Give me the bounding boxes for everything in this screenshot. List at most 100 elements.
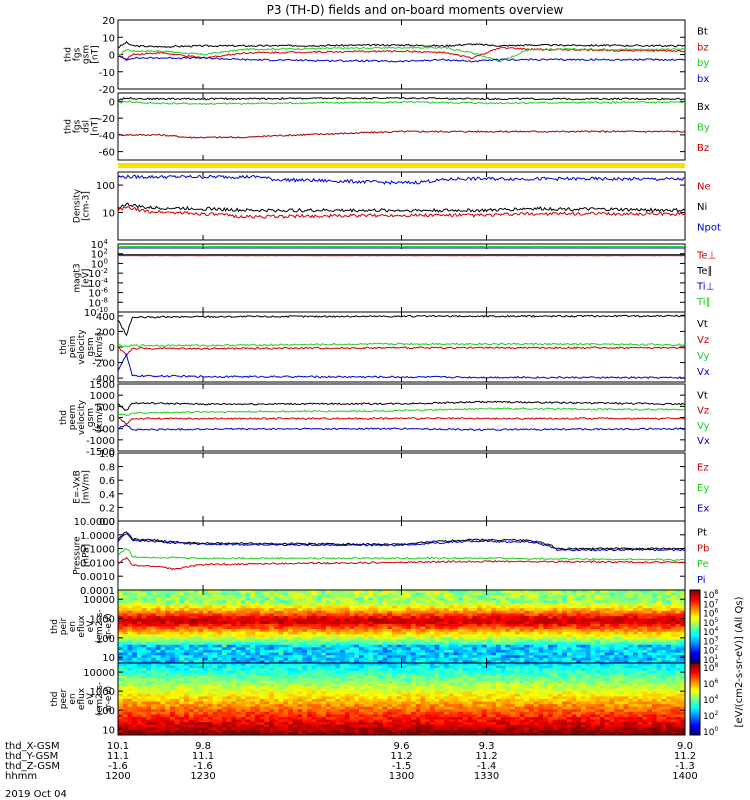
colorbar-segment [690,641,700,644]
spectrogram-cell [410,639,417,643]
spectrogram-cell [155,706,161,710]
spectrogram-cell [255,623,261,627]
spectrogram-cell [651,597,658,601]
spectrogram-cell [302,673,308,677]
spectrogram-cell [514,652,521,656]
spectrogram-cell [160,647,166,651]
spectrogram-cell [155,623,161,627]
spectrogram-cell [245,681,251,684]
spectrogram-cell [311,597,317,601]
spectrogram-cell [297,724,303,728]
spectrogram-cell [297,729,303,733]
spectrogram-cell [165,626,171,630]
spectrogram-cell [136,686,143,690]
spectrogram-cell [533,605,539,609]
spectrogram-cell [392,626,398,630]
spectrogram-cell [302,597,308,601]
spectrogram-cell [529,634,535,638]
spectrogram-cell [292,600,298,604]
spectrogram-cell [552,639,558,643]
spectrogram-cell [571,590,577,594]
spectrogram-cell [188,686,195,690]
spectrogram-cell [141,688,147,692]
spectrogram-cell [212,618,218,622]
spectrogram-cell [184,631,190,635]
spectrogram-cell [169,636,176,640]
spectrogram-cell [146,719,152,723]
spectrogram-cell [552,631,558,635]
y-axis-label: thdpeimvelocitygsm[km/s] [59,329,105,365]
spectrogram-cell [292,709,298,713]
spectrogram-cell [368,642,374,646]
spectrogram-cell [302,600,308,604]
spectrogram-cell [169,724,176,728]
spectrogram-cell [425,649,431,653]
spectrogram-cell [500,621,506,625]
spectrogram-cell [165,683,171,687]
spectrogram-cell [462,618,469,622]
spectrogram-cell [680,626,686,630]
spectrogram-cell [467,639,473,643]
spectrogram-cell [118,631,124,635]
spectrogram-cell [519,642,525,646]
spectrogram-cell [174,636,180,640]
spectrogram-cell [680,610,686,614]
spectrogram-cell [670,626,676,630]
spectrogram-cell [136,668,143,672]
spectrogram-cell [141,613,147,617]
spectrogram-cell [670,608,676,612]
spectrogram-cell [236,681,242,684]
spectrogram-cell [292,724,298,728]
spectrogram-cell [146,691,152,695]
spectrogram-cell [670,592,676,596]
spectrogram-cell [184,701,190,705]
spectrogram-cell [637,636,643,640]
spectrogram-cell [297,693,303,697]
spectrogram-cell [179,706,185,710]
spectrogram-cell [377,639,384,643]
spectrogram-cell [401,610,407,614]
spectrogram-cell [538,621,544,625]
spectrogram-cell [510,626,516,630]
spectrogram-cell [207,600,213,604]
spectrogram-cell [368,595,374,599]
spectrogram-cell [557,616,563,620]
spectrogram-cell [637,603,643,607]
spectrogram-cell [618,626,624,630]
spectrogram-cell [609,655,615,659]
spectrogram-cell [496,613,502,617]
spectrogram-cell [514,608,521,612]
spectrogram-cell [623,631,629,635]
spectrogram-cell [439,618,445,622]
spectrogram-cell [203,595,209,599]
spectrogram-cell [340,626,346,630]
spectrogram-cell [283,610,289,614]
spectrogram-cell [354,590,360,594]
spectrogram-cell [264,675,270,679]
spectrogram-cell [212,673,218,677]
spectrogram-cell [221,616,228,620]
spectrogram-cell [278,688,284,692]
spectrogram-cell [288,704,294,708]
spectrogram-cell [122,597,128,601]
spectrogram-cell [609,649,615,653]
spectrogram-cell [590,660,596,664]
spectrogram-cell [307,626,313,630]
spectrogram-cell [675,590,681,594]
spectrogram-cell [448,595,454,599]
spectrogram-cell [557,652,563,656]
series-line-Ne [117,206,686,219]
spectrogram-cell [188,724,195,728]
series-line-Vy [117,342,686,348]
spectrogram-cell [198,673,204,677]
spectrogram-cell [188,717,195,720]
spectrogram-cell [245,729,251,733]
spectrogram-cell [236,592,242,596]
spectrogram-cell [179,660,185,664]
spectrogram-cell [496,618,502,622]
spectrogram-cell [547,639,554,643]
spectrogram-cell [581,605,587,609]
spectrogram-cell [562,603,568,607]
spectrogram-cell [122,644,128,648]
spectrogram-cell [297,652,303,656]
